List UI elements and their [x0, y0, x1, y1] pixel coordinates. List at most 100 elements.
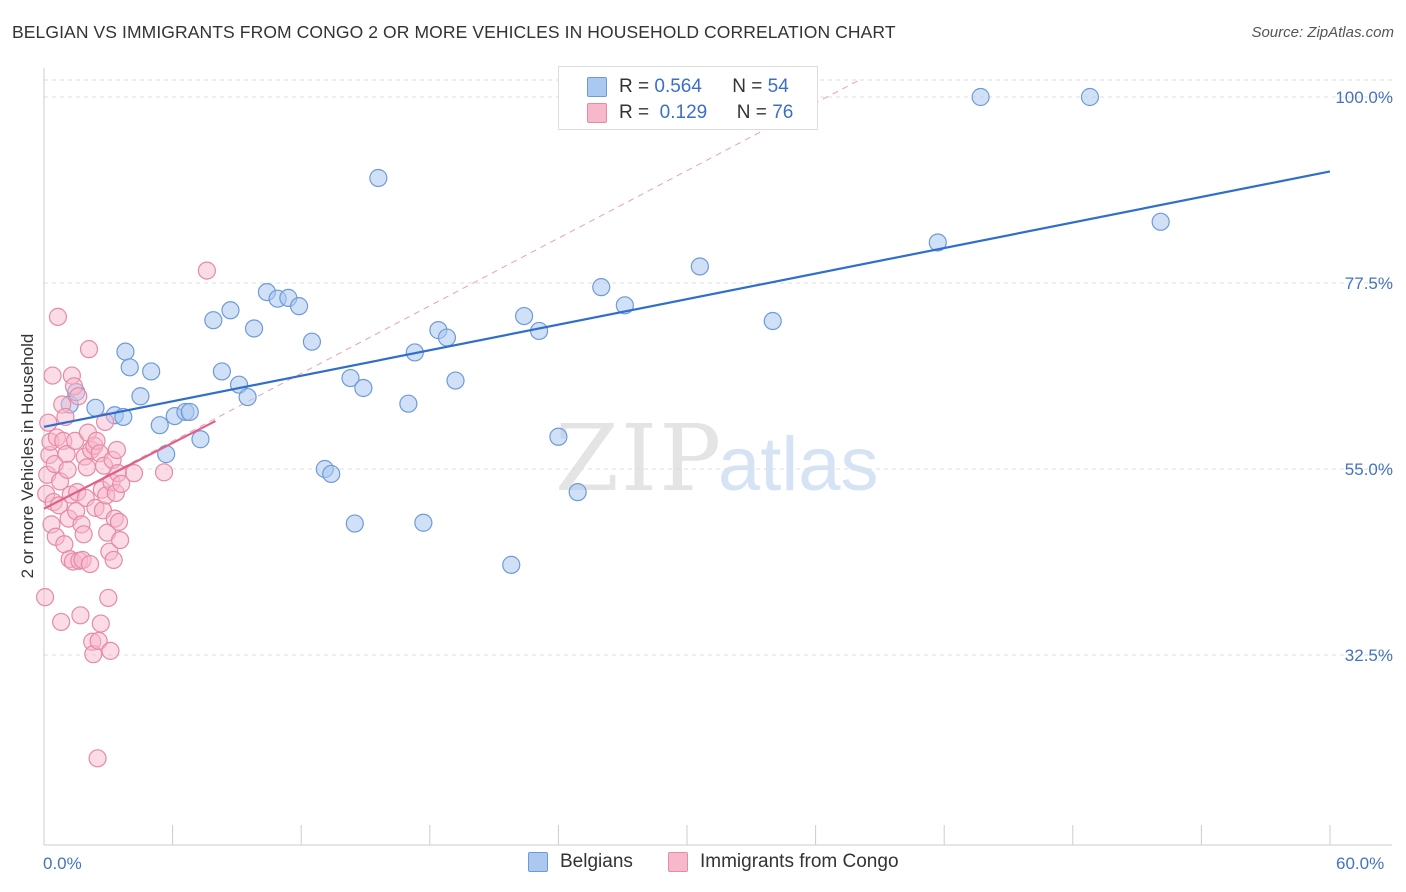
congo-point-28	[65, 431, 85, 450]
belgian-point-17	[221, 301, 240, 320]
congo-point-12	[48, 307, 68, 326]
belgian-point-37	[446, 371, 465, 390]
congo-point-0	[35, 588, 55, 607]
chart-title: BELGIAN VS IMMIGRANTS FROM CONGO 2 OR MO…	[12, 22, 896, 42]
legend-n-label: N =	[732, 76, 763, 97]
bottom-legend-congo: Immigrants from Congo	[668, 851, 899, 873]
bottom-legend-swatch-congo	[668, 852, 688, 872]
belgian-point-14	[191, 430, 210, 449]
belgian-point-13	[180, 402, 199, 422]
congo-trend-line	[43, 420, 216, 510]
belgian-point-28	[341, 368, 360, 388]
congo-points	[35, 261, 216, 768]
congo-point-74	[197, 261, 216, 280]
belgian-point-36	[437, 328, 457, 347]
y-tick-label-0: 32.5%	[1345, 646, 1393, 665]
congo-point-67	[107, 440, 126, 460]
bottom-legend-label-congo: Immigrants from Congo	[700, 851, 899, 872]
belgian-point-34	[414, 513, 433, 532]
watermark-atlas: atlas	[718, 422, 879, 507]
belgian-point-5	[116, 342, 135, 361]
legend-n-value: 54	[767, 76, 789, 97]
legend-n-value: 76	[772, 102, 794, 123]
congo-point-69	[109, 512, 129, 532]
legend-r-value: 0.129	[659, 102, 708, 123]
legend-r-label: R =	[619, 102, 650, 123]
belgian-point-15	[204, 311, 223, 330]
belgian-point-8	[142, 362, 161, 381]
belgian-point-16	[212, 362, 231, 381]
congo-point-39	[77, 458, 96, 477]
congo-point-21	[58, 460, 77, 479]
belgian-point-7	[131, 387, 150, 406]
congo-point-73	[154, 463, 174, 482]
congo-point-64	[104, 550, 123, 570]
trend-lines	[43, 170, 1331, 510]
belgian-point-31	[369, 168, 388, 188]
belgian-point-50	[1151, 212, 1170, 231]
belgian-point-9	[150, 416, 169, 435]
y-tick-label-1: 55.0%	[1345, 460, 1393, 479]
belgian-points	[60, 87, 1170, 574]
y-tick-label-2: 77.5%	[1345, 274, 1393, 293]
belgian-point-38	[502, 555, 521, 574]
belgian-point-39	[515, 306, 534, 326]
belgian-point-43	[592, 278, 611, 297]
belgian-point-48	[971, 87, 990, 107]
congo-point-61	[101, 641, 120, 660]
belgian-point-24	[289, 297, 309, 316]
congo-point-7	[43, 366, 62, 385]
congo-point-49	[88, 749, 107, 768]
congo-point-72	[124, 464, 144, 483]
belgian-point-29	[345, 514, 364, 533]
bottom-legend-label-belgians: Belgians	[560, 851, 633, 872]
belgian-point-30	[354, 378, 373, 398]
congo-point-33	[71, 606, 90, 625]
belgian-point-32	[399, 394, 418, 413]
congo-point-3	[39, 413, 58, 432]
watermark: ZIP atlas	[555, 405, 879, 512]
bottom-legend-swatch-belgians	[528, 852, 548, 872]
legend-r-value: 0.564	[654, 76, 702, 97]
congo-point-52	[91, 614, 110, 633]
y-axis-label: 2 or more Vehicles in Household	[18, 334, 37, 579]
y-tick-labels: 32.5% 55.0% 77.5% 100.0%	[1335, 88, 1393, 665]
belgian-trend-line	[43, 170, 1331, 428]
belgian-point-19	[238, 387, 257, 407]
legend-swatch-belgians	[587, 77, 607, 97]
source-label: Source: ZipAtlas.com	[1251, 24, 1394, 41]
congo-point-59	[99, 588, 118, 608]
bottom-legend-belgians: Belgians	[528, 851, 633, 873]
legend-row-congo: R = 0.129 N = 76	[587, 100, 793, 126]
gridlines	[44, 79, 1392, 656]
legend-n-label: N =	[736, 102, 767, 123]
congo-point-15	[52, 612, 71, 632]
congo-point-31	[69, 387, 88, 406]
belgian-point-20	[244, 319, 264, 338]
y-tick-label-3: 100.0%	[1335, 88, 1393, 107]
congo-point-70	[110, 530, 130, 550]
belgian-point-47	[928, 233, 947, 252]
belgian-point-41	[549, 427, 568, 446]
congo-point-56	[95, 412, 115, 431]
x-tick-label-max: 60.0%	[1336, 854, 1384, 873]
legend-r-label: R =	[619, 76, 650, 97]
belgian-point-46	[763, 311, 782, 331]
belgian-point-45	[690, 257, 709, 276]
belgian-point-27	[322, 464, 341, 484]
congo-point-42	[80, 554, 100, 574]
congo-point-41	[79, 340, 99, 359]
x-tick-label-min: 0.0%	[43, 854, 82, 873]
belgian-point-49	[1080, 87, 1100, 107]
belgian-point-40	[530, 321, 549, 341]
belgian-point-6	[120, 358, 139, 377]
congo-point-50	[89, 631, 108, 651]
correlation-legend: R = 0.564 N = 54 R = 0.129 N = 76	[558, 66, 818, 130]
belgian-point-42	[568, 483, 587, 502]
belgian-point-25	[302, 332, 322, 351]
congo-point-71	[112, 474, 131, 493]
legend-row-belgians: R = 0.564 N = 54	[587, 74, 789, 100]
legend-swatch-congo	[587, 103, 607, 123]
congo-point-36	[74, 525, 93, 544]
